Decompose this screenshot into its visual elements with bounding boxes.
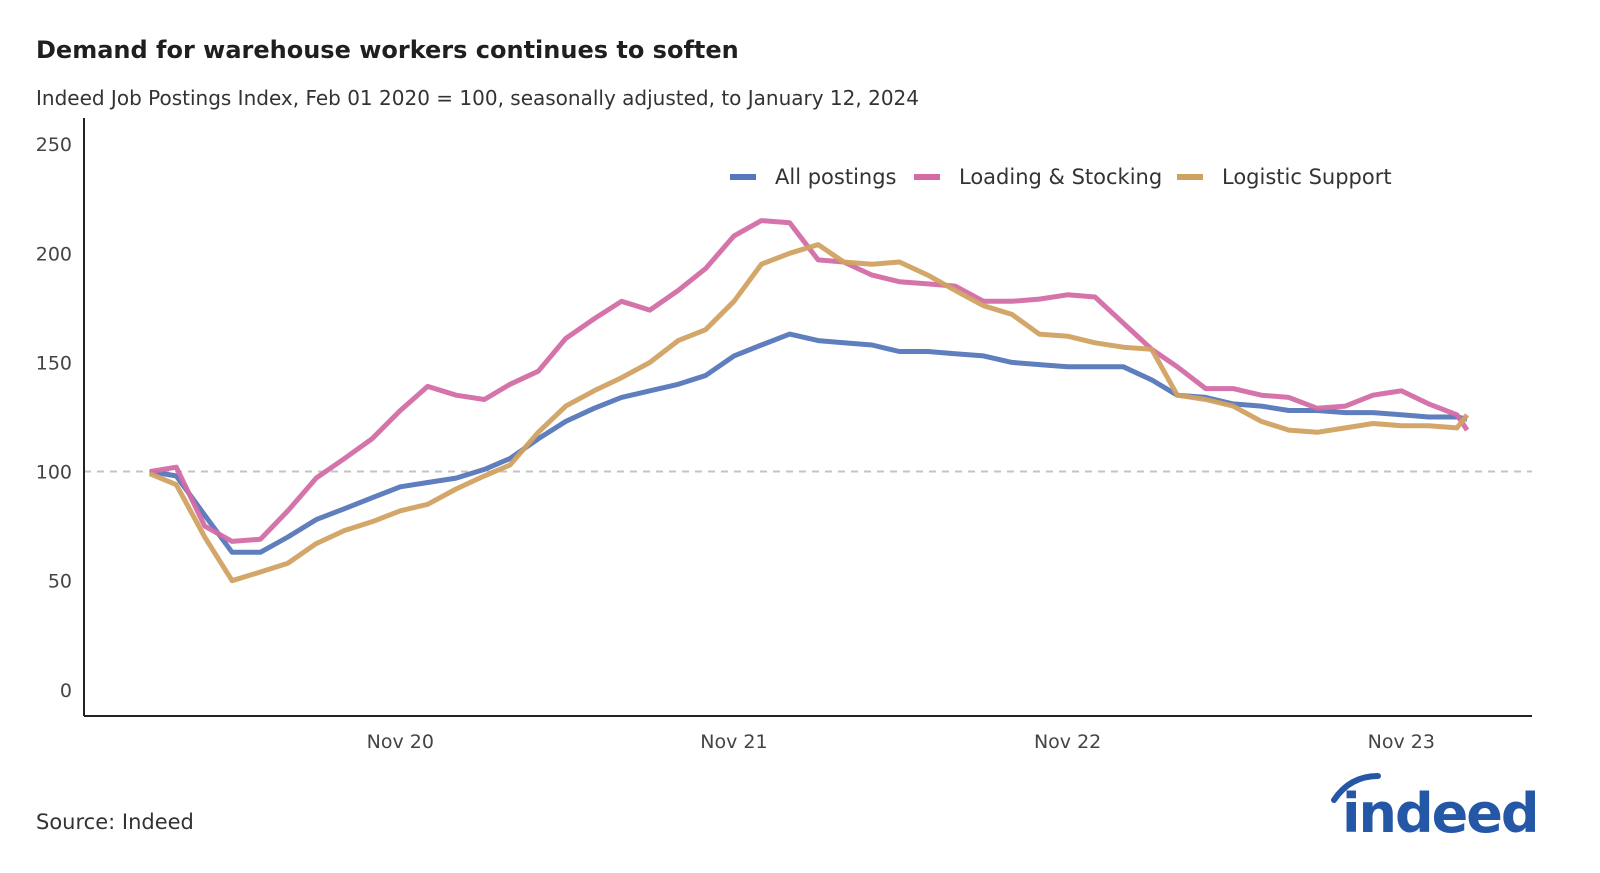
source-note: Source: Indeed bbox=[36, 810, 194, 834]
legend-label: All postings bbox=[775, 165, 896, 189]
y-tick-label: 150 bbox=[36, 352, 72, 374]
chart-subtitle: Indeed Job Postings Index, Feb 01 2020 =… bbox=[36, 86, 919, 110]
indeed-logo: indeed bbox=[1331, 773, 1540, 840]
chart-title: Demand for warehouse workers continues t… bbox=[36, 36, 739, 64]
x-axis-ticks: Nov 20 Nov 21 Nov 22 Nov 23 bbox=[367, 731, 1435, 753]
y-tick-label: 100 bbox=[36, 462, 72, 484]
y-tick-label: 200 bbox=[36, 243, 72, 265]
series-line-all-postings bbox=[149, 331, 1468, 555]
series-line-logistic-support bbox=[148, 242, 1470, 584]
x-tick-label: Nov 23 bbox=[1368, 731, 1435, 753]
legend-label: Loading & Stocking bbox=[959, 165, 1162, 189]
legend-label: Logistic Support bbox=[1222, 165, 1392, 189]
y-tick-label: 0 bbox=[60, 680, 72, 702]
series-line-loading-stocking bbox=[149, 218, 1470, 544]
x-tick-label: Nov 22 bbox=[1034, 731, 1101, 753]
y-tick-label: 50 bbox=[48, 571, 72, 593]
line-chart: 0 50 100 150 200 250 Nov 20 Nov 21 Nov 22 Nov 23… bbox=[36, 118, 1532, 753]
y-tick-label: 250 bbox=[36, 134, 72, 156]
svg-text:indeed: indeed bbox=[1342, 782, 1538, 840]
y-axis-ticks: 0 50 100 150 200 250 bbox=[36, 134, 72, 702]
x-tick-label: Nov 21 bbox=[700, 731, 767, 753]
x-tick-label: Nov 20 bbox=[367, 731, 434, 753]
series-lines bbox=[148, 218, 1470, 584]
legend: All postings Loading & Stocking Logistic S… bbox=[730, 165, 1392, 189]
